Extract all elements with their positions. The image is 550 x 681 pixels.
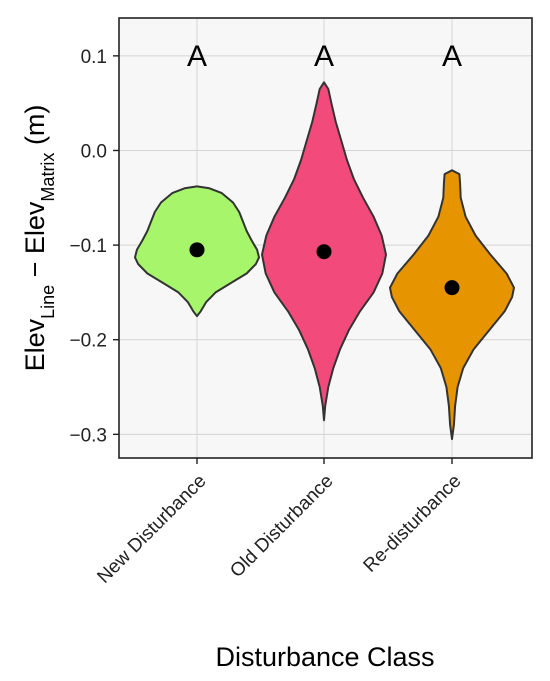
y-tick-label: −0.2 <box>69 331 107 352</box>
y-tick-label: 0.0 <box>81 141 107 162</box>
mean-point-3 <box>444 280 460 296</box>
mean-point-1 <box>189 242 205 258</box>
y-title-subscript: Matrix <box>38 153 58 202</box>
y-title-part: (m) <box>20 105 50 153</box>
y-tick-label: 0.1 <box>81 47 107 68</box>
y-title-part: Elev <box>20 318 50 371</box>
x-axis-title: Disturbance Class <box>215 642 434 672</box>
y-axis: 0.1 0.0 −0.1 −0.2 −0.3 <box>69 47 119 446</box>
violin-3 <box>389 169 515 441</box>
significance-letter-1: A <box>187 40 207 73</box>
mean-point-2 <box>316 244 332 260</box>
y-tick-label: −0.3 <box>69 425 107 446</box>
plot-border <box>118 17 533 459</box>
y-title-part: − Elev <box>20 201 50 285</box>
y-title-subscript: Line <box>38 285 58 319</box>
significance-letter-3: A <box>442 40 462 73</box>
significance-letter-2: A <box>314 40 334 73</box>
y-axis-title: ElevLine − ElevMatrix (m) <box>20 105 58 372</box>
y-tick-label: −0.1 <box>69 236 107 257</box>
